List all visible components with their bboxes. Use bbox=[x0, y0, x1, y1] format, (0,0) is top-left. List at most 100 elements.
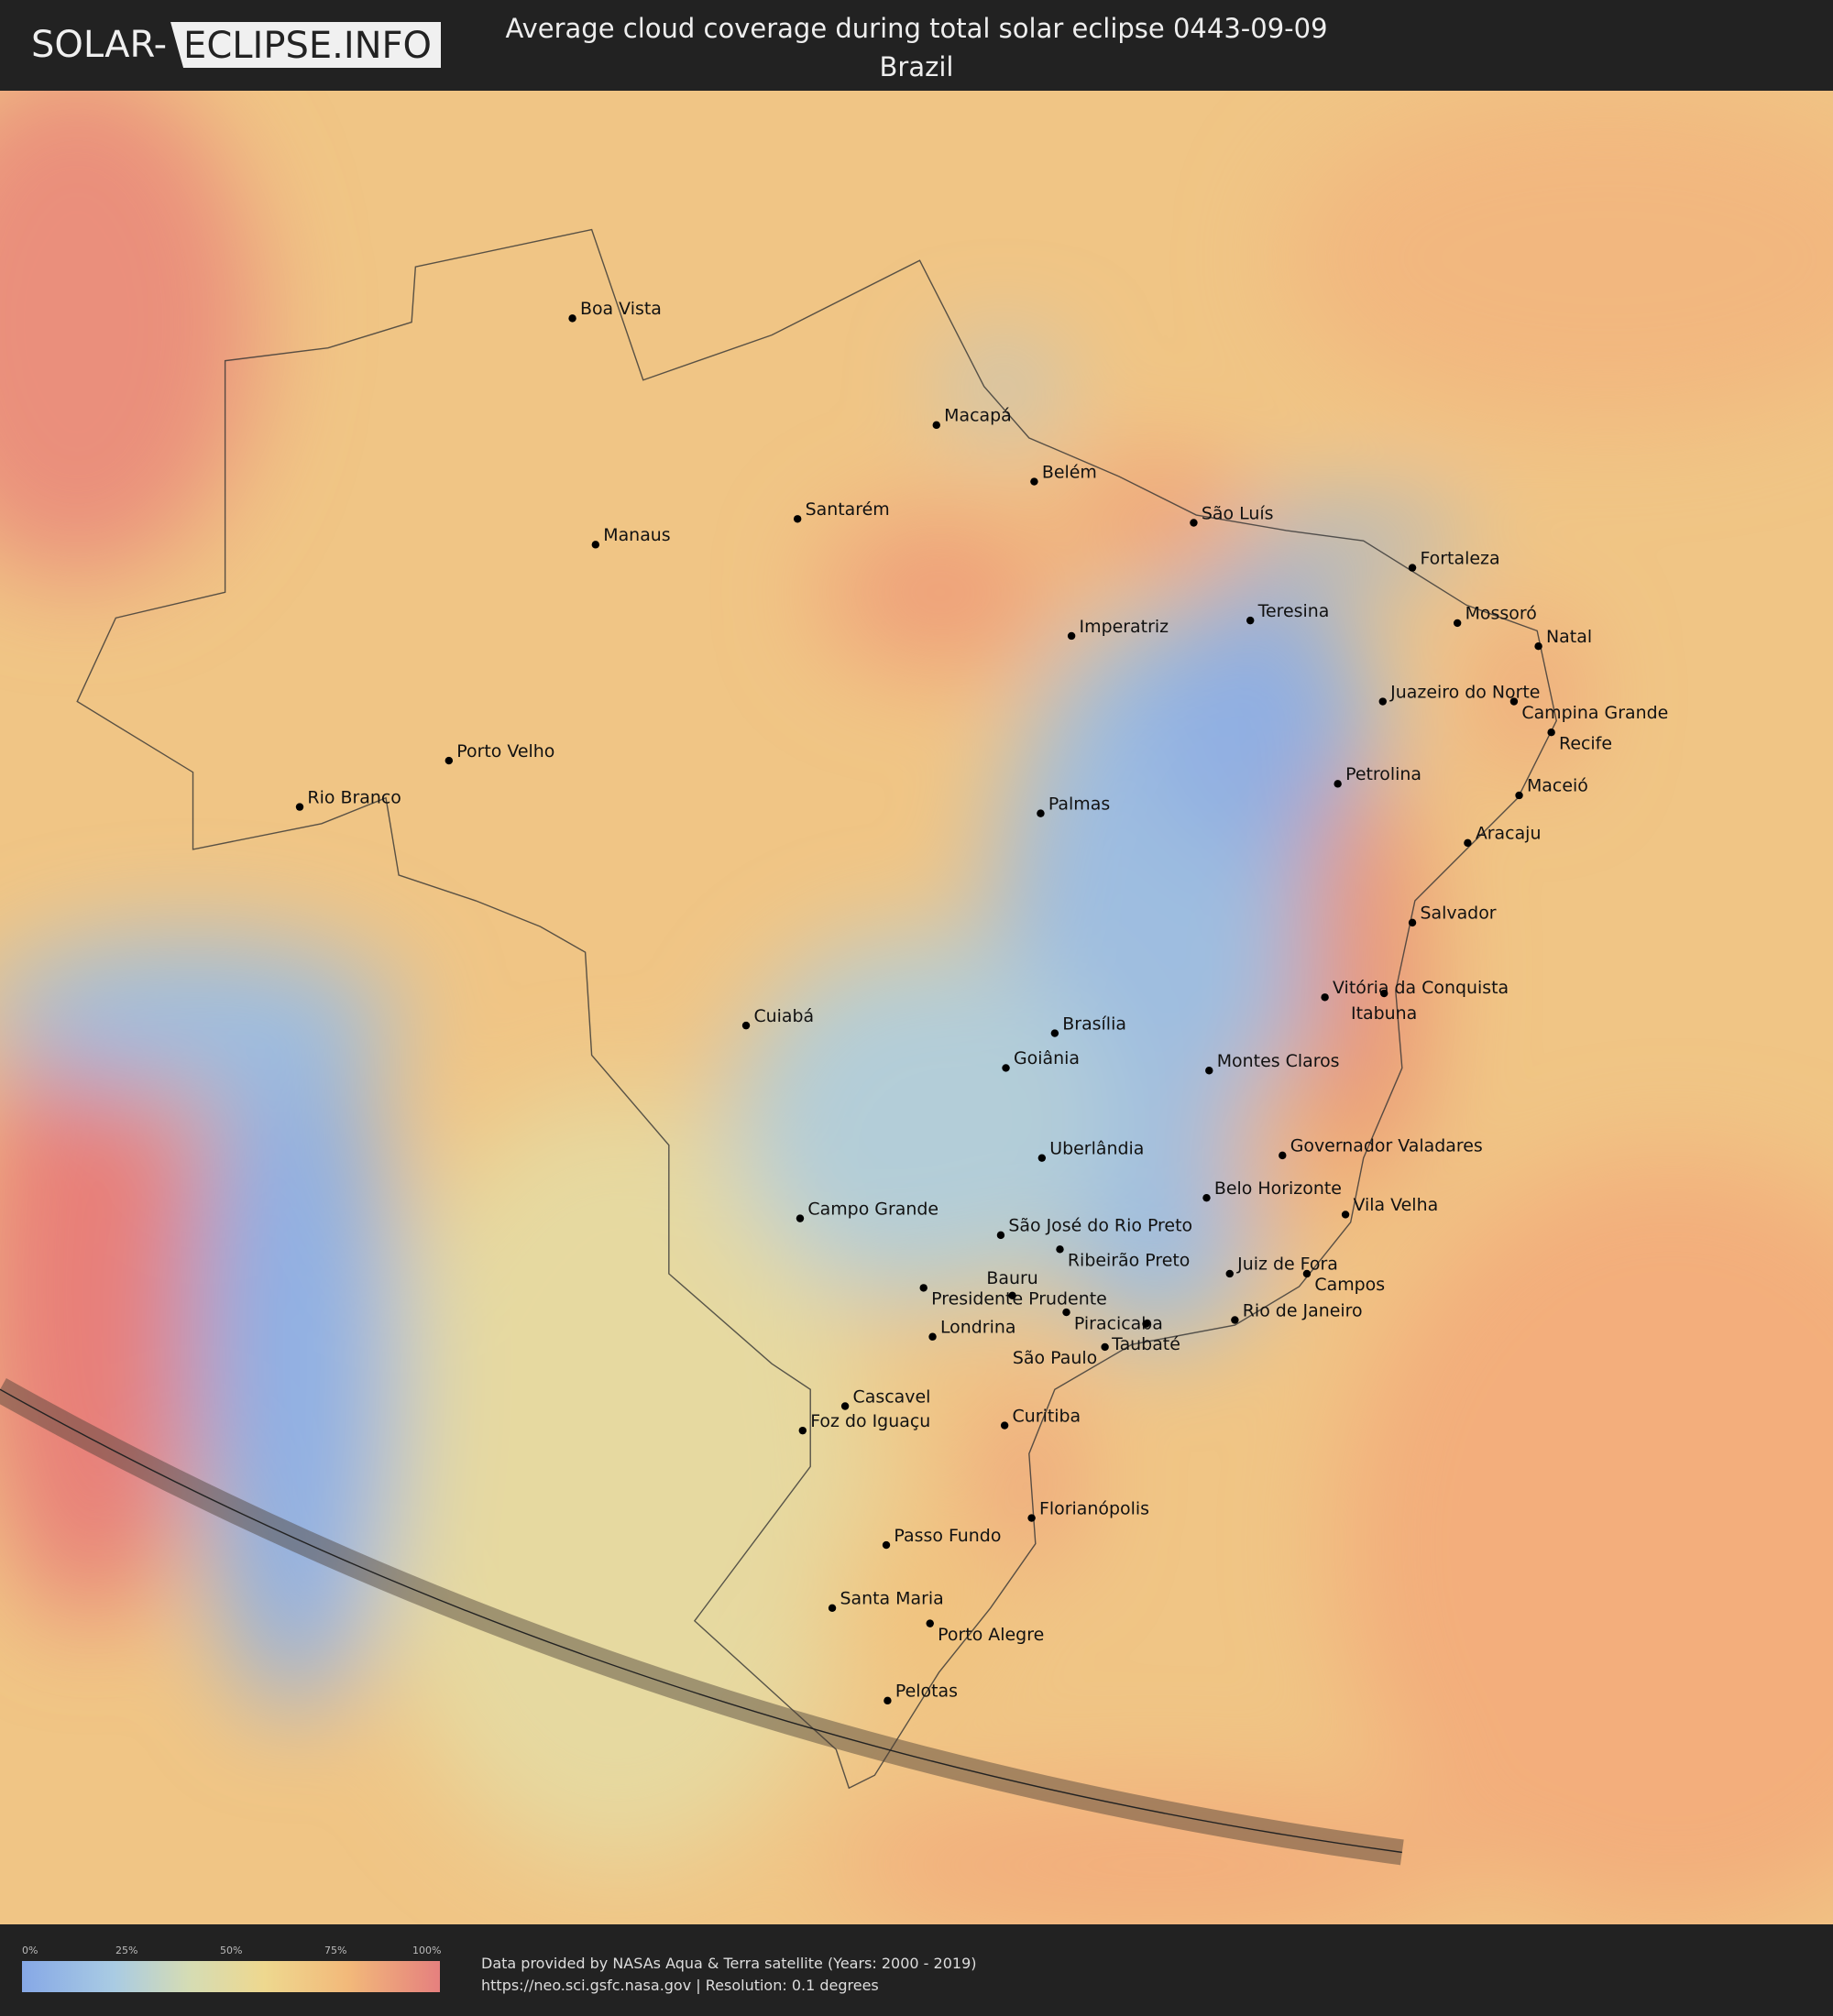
city-dot bbox=[840, 1402, 850, 1410]
city-dot bbox=[445, 756, 454, 765]
city-marker[interactable]: Palmas bbox=[1037, 794, 1110, 817]
city-marker[interactable]: São José do Rio Preto bbox=[996, 1216, 1192, 1240]
city-label: São José do Rio Preto bbox=[1008, 1216, 1192, 1236]
city-dot bbox=[996, 1231, 1005, 1240]
city-dot bbox=[1142, 1320, 1150, 1328]
city-marker[interactable]: Juiz de Fora bbox=[1225, 1255, 1338, 1278]
city-label: Juazeiro do Norte bbox=[1389, 682, 1540, 702]
city-dot bbox=[932, 421, 940, 430]
city-label: Goiânia bbox=[1014, 1048, 1080, 1068]
city-label: Santarém bbox=[806, 499, 890, 520]
city-dot bbox=[1246, 616, 1255, 625]
city-marker[interactable]: Cascavel bbox=[840, 1386, 930, 1410]
city-marker[interactable]: Rio de Janeiro bbox=[1231, 1300, 1363, 1324]
header: SOLAR- ECLIPSE.INFO Average cloud covera… bbox=[0, 0, 1833, 91]
city-marker[interactable]: Manaus bbox=[591, 525, 671, 549]
city-label: Rio Branco bbox=[307, 787, 401, 807]
city-marker[interactable]: Piracicaba bbox=[1062, 1308, 1163, 1333]
cloud-coverage-map[interactable]: Boa Vista Macapá Belém Santarém Manaus São Lu… bbox=[0, 91, 1833, 1924]
city-marker[interactable]: Cuiabá bbox=[741, 1006, 814, 1030]
city-marker[interactable]: Montes Claros bbox=[1205, 1051, 1340, 1075]
logo[interactable]: SOLAR- ECLIPSE.INFO bbox=[31, 22, 442, 68]
city-dot bbox=[295, 803, 304, 811]
city-dot bbox=[1334, 780, 1342, 788]
city-dot bbox=[1037, 809, 1045, 817]
city-label: Recife bbox=[1559, 733, 1612, 753]
city-marker[interactable]: Salvador bbox=[1408, 904, 1497, 927]
city-label: Aracaju bbox=[1476, 824, 1542, 844]
city-marker[interactable]: Campina Grande bbox=[1509, 697, 1669, 723]
city-marker[interactable]: Goiânia bbox=[1002, 1048, 1080, 1072]
city-marker[interactable]: Londrina bbox=[928, 1318, 1015, 1341]
city-marker[interactable]: Campo Grande bbox=[796, 1199, 938, 1222]
city-marker[interactable]: Boa Vista bbox=[568, 299, 662, 323]
city-marker[interactable]: Imperatriz bbox=[1067, 617, 1169, 641]
city-marker[interactable]: Mossoró bbox=[1453, 604, 1537, 628]
map-title: Average cloud coverage during total sola… bbox=[505, 13, 1328, 44]
city-label: São Luís bbox=[1202, 503, 1274, 523]
city-label: Boa Vista bbox=[580, 299, 662, 319]
city-marker[interactable]: Campos bbox=[1302, 1269, 1385, 1295]
city-marker[interactable]: Belo Horizonte bbox=[1202, 1178, 1342, 1202]
city-label: Fortaleza bbox=[1420, 548, 1499, 568]
city-dot bbox=[793, 515, 802, 523]
city-marker[interactable]: Recife bbox=[1547, 729, 1612, 753]
city-label: Petrolina bbox=[1345, 764, 1421, 784]
city-dot bbox=[1008, 1291, 1016, 1300]
city-marker[interactable]: Santarém bbox=[793, 499, 890, 523]
city-marker[interactable]: Governador Valadares bbox=[1279, 1136, 1483, 1160]
city-marker[interactable]: Macapá bbox=[932, 406, 1012, 430]
city-marker[interactable]: Foz do Iguaçu bbox=[798, 1411, 931, 1435]
city-marker[interactable]: Natal bbox=[1534, 627, 1592, 651]
city-dot bbox=[1341, 1211, 1350, 1219]
city-marker[interactable]: Presidente Prudente bbox=[919, 1284, 1107, 1309]
city-dot bbox=[1378, 697, 1387, 706]
city-marker[interactable]: São Luís bbox=[1190, 503, 1274, 527]
data-source-link[interactable]: https://neo.sci.gsfc.nasa.gov | Resoluti… bbox=[481, 1977, 879, 1994]
footer: 0% 25% 50% 75% 100% Data provided by NAS… bbox=[0, 1924, 1833, 2016]
color-scale-bar bbox=[22, 1961, 440, 1992]
city-dot bbox=[928, 1332, 937, 1341]
city-dot bbox=[1202, 1193, 1211, 1202]
city-marker[interactable]: Porto Velho bbox=[445, 741, 555, 765]
city-marker[interactable]: Juazeiro do Norte bbox=[1378, 682, 1541, 706]
eclipse-path bbox=[0, 1378, 1404, 1866]
city-label: Passo Fundo bbox=[894, 1526, 1001, 1546]
city-label: São Paulo bbox=[1013, 1348, 1097, 1368]
city-marker[interactable]: Teresina bbox=[1246, 601, 1330, 625]
city-marker[interactable]: Itabuna bbox=[1351, 989, 1417, 1024]
city-marker[interactable]: Vila Velha bbox=[1341, 1195, 1438, 1219]
city-marker[interactable]: Porto Alegre bbox=[926, 1619, 1045, 1645]
city-dot bbox=[1464, 838, 1472, 848]
city-marker[interactable]: Fortaleza bbox=[1408, 548, 1500, 572]
city-marker[interactable]: Florianópolis bbox=[1027, 1498, 1149, 1522]
city-label: Presidente Prudente bbox=[931, 1289, 1107, 1309]
city-label: Rio de Janeiro bbox=[1243, 1300, 1363, 1320]
city-marker[interactable]: Aracaju bbox=[1464, 824, 1542, 848]
city-marker[interactable]: Taubaté bbox=[1111, 1320, 1180, 1354]
city-marker[interactable]: Belém bbox=[1030, 462, 1097, 486]
legend-tick: 100% bbox=[412, 1945, 442, 1956]
city-label: Teresina bbox=[1257, 601, 1330, 621]
city-marker[interactable]: Passo Fundo bbox=[882, 1526, 1002, 1550]
city-marker[interactable]: Brasília bbox=[1050, 1013, 1126, 1037]
city-marker[interactable]: São Paulo bbox=[1013, 1342, 1109, 1368]
city-dot bbox=[1027, 1514, 1036, 1522]
city-marker[interactable]: Rio Branco bbox=[295, 787, 401, 811]
city-marker[interactable]: Santa Maria bbox=[828, 1589, 944, 1613]
city-dot bbox=[1062, 1308, 1070, 1317]
city-marker[interactable]: Maceió bbox=[1515, 776, 1588, 800]
city-marker[interactable]: Curitiba bbox=[1000, 1406, 1081, 1430]
city-marker[interactable]: Vitória da Conquista bbox=[1321, 978, 1509, 1002]
city-marker[interactable]: Bauru bbox=[986, 1268, 1038, 1300]
city-label: Montes Claros bbox=[1217, 1051, 1340, 1071]
city-label: Curitiba bbox=[1013, 1406, 1081, 1426]
city-dot bbox=[919, 1284, 927, 1292]
city-label: Campos bbox=[1314, 1275, 1385, 1295]
city-marker[interactable]: Ribeirão Preto bbox=[1056, 1245, 1190, 1271]
city-marker[interactable]: Pelotas bbox=[884, 1682, 958, 1705]
data-credit: Data provided by NASAs Aqua & Terra sate… bbox=[481, 1955, 977, 1972]
city-label: Salvador bbox=[1420, 904, 1496, 924]
city-marker[interactable]: Petrolina bbox=[1334, 764, 1421, 788]
city-marker[interactable]: Uberlândia bbox=[1037, 1138, 1145, 1162]
